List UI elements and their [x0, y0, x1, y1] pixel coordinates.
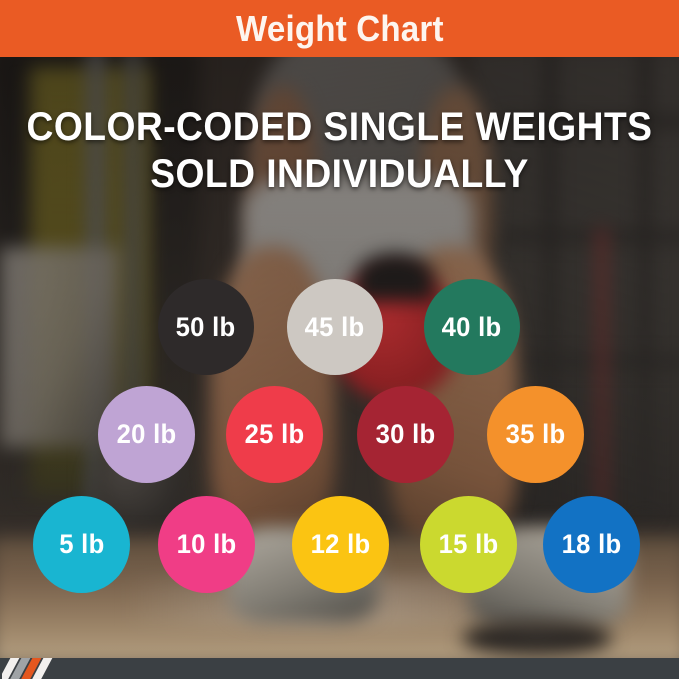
weight-circle-10lb[interactable]: 10 lb — [158, 496, 255, 593]
weight-label-30lb: 30 lb — [375, 419, 436, 449]
weight-circle-35lb[interactable]: 35 lb — [487, 386, 584, 483]
weight-label-45lb: 45 lb — [305, 311, 365, 342]
weight-circle-50lb[interactable]: 50 lb — [158, 279, 254, 375]
weight-label-20lb: 20 lb — [116, 419, 177, 449]
weight-circle-30lb[interactable]: 30 lb — [357, 386, 454, 483]
weight-circle-20lb[interactable]: 20 lb — [98, 386, 195, 483]
weight-label-18lb: 18 lb — [561, 529, 622, 559]
header-banner: Weight Chart — [0, 0, 679, 57]
headline-line-1: COLOR-CODED SINGLE WEIGHTS — [26, 105, 653, 149]
weight-label-5lb: 5 lb — [58, 529, 105, 559]
footer-bar — [0, 658, 679, 679]
weight-label-25lb: 25 lb — [244, 419, 305, 449]
headline: COLOR-CODED SINGLE WEIGHTS SOLD INDIVIDU… — [0, 104, 679, 198]
weight-circle-45lb[interactable]: 45 lb — [287, 279, 383, 375]
weight-label-12lb: 12 lb — [310, 529, 371, 559]
weight-label-10lb: 10 lb — [176, 529, 237, 559]
weight-label-50lb: 50 lb — [176, 311, 236, 342]
weight-circle-18lb[interactable]: 18 lb — [543, 496, 640, 593]
weight-circle-25lb[interactable]: 25 lb — [226, 386, 323, 483]
weight-circle-5lb[interactable]: 5 lb — [33, 496, 130, 593]
weight-label-35lb: 35 lb — [505, 419, 566, 449]
weight-circle-12lb[interactable]: 12 lb — [292, 496, 389, 593]
weight-label-40lb: 40 lb — [442, 311, 502, 342]
weight-circle-15lb[interactable]: 15 lb — [420, 496, 517, 593]
page-title: Weight Chart — [235, 7, 444, 49]
brand-stripes-icon — [2, 658, 60, 679]
headline-line-2: SOLD INDIVIDUALLY — [150, 152, 529, 196]
weight-label-15lb: 15 lb — [438, 529, 499, 559]
weight-circle-40lb[interactable]: 40 lb — [424, 279, 520, 375]
